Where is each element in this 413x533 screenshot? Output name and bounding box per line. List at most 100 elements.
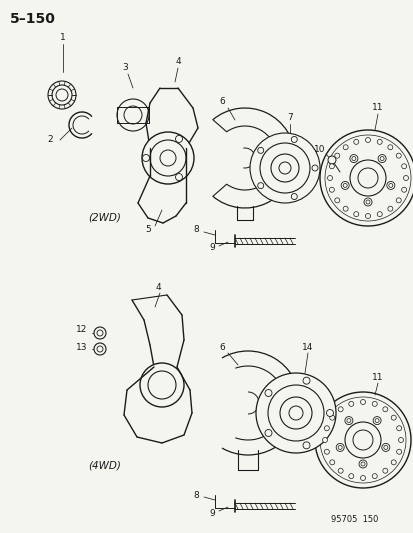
Circle shape xyxy=(342,206,347,211)
Circle shape xyxy=(396,449,401,454)
Text: (4WD): (4WD) xyxy=(88,460,121,470)
Text: 4: 4 xyxy=(155,282,160,292)
Circle shape xyxy=(348,401,353,406)
Circle shape xyxy=(390,460,395,465)
Circle shape xyxy=(291,136,297,142)
Circle shape xyxy=(175,174,182,181)
Circle shape xyxy=(97,330,103,336)
Circle shape xyxy=(326,409,333,416)
Circle shape xyxy=(175,135,182,142)
Text: 14: 14 xyxy=(301,343,313,351)
Circle shape xyxy=(372,417,380,425)
Circle shape xyxy=(344,422,380,458)
Circle shape xyxy=(374,418,378,423)
Text: 3: 3 xyxy=(122,63,128,72)
Circle shape xyxy=(349,160,385,196)
Text: 5: 5 xyxy=(145,225,150,235)
Circle shape xyxy=(381,443,389,451)
Circle shape xyxy=(376,139,381,144)
Circle shape xyxy=(52,85,72,105)
Circle shape xyxy=(386,181,394,189)
Text: 9: 9 xyxy=(209,244,214,253)
Circle shape xyxy=(311,165,317,171)
Circle shape xyxy=(257,183,263,189)
Circle shape xyxy=(337,469,342,473)
Text: 10: 10 xyxy=(313,146,325,155)
Circle shape xyxy=(344,417,352,425)
Text: 95705  150: 95705 150 xyxy=(330,515,378,524)
Circle shape xyxy=(257,147,263,154)
Circle shape xyxy=(335,443,343,451)
Circle shape xyxy=(398,438,403,442)
Circle shape xyxy=(322,438,327,442)
Circle shape xyxy=(342,183,347,188)
Circle shape xyxy=(365,200,369,204)
Circle shape xyxy=(360,475,365,481)
Circle shape xyxy=(159,150,176,166)
Circle shape xyxy=(348,474,353,479)
Circle shape xyxy=(327,175,332,181)
Circle shape xyxy=(363,198,371,206)
Circle shape xyxy=(314,392,410,488)
Text: 8: 8 xyxy=(192,225,198,235)
Circle shape xyxy=(360,400,365,405)
Circle shape xyxy=(334,153,339,158)
Circle shape xyxy=(323,426,329,431)
Text: 2: 2 xyxy=(47,135,53,144)
Circle shape xyxy=(403,175,408,181)
Circle shape xyxy=(319,130,413,226)
Circle shape xyxy=(97,346,103,352)
Text: 4: 4 xyxy=(175,58,180,67)
Circle shape xyxy=(387,206,392,211)
Circle shape xyxy=(371,401,376,406)
Circle shape xyxy=(395,153,400,158)
Text: 6: 6 xyxy=(218,98,224,107)
Circle shape xyxy=(342,145,347,150)
Circle shape xyxy=(358,460,366,468)
Circle shape xyxy=(390,415,395,420)
Circle shape xyxy=(353,139,358,144)
Text: 5–150: 5–150 xyxy=(10,12,56,26)
Circle shape xyxy=(327,156,335,164)
Circle shape xyxy=(255,373,335,453)
Circle shape xyxy=(351,157,355,160)
Circle shape xyxy=(329,415,334,420)
Circle shape xyxy=(401,187,406,192)
Circle shape xyxy=(324,135,410,221)
Circle shape xyxy=(353,212,358,216)
Text: 13: 13 xyxy=(76,343,88,351)
Text: 1: 1 xyxy=(60,34,66,43)
Circle shape xyxy=(329,187,334,192)
Circle shape xyxy=(329,164,334,169)
Circle shape xyxy=(94,343,106,355)
Circle shape xyxy=(124,106,142,124)
Circle shape xyxy=(377,155,385,163)
Circle shape xyxy=(401,164,406,169)
Circle shape xyxy=(319,397,405,483)
Circle shape xyxy=(150,140,185,176)
Circle shape xyxy=(337,407,342,412)
Circle shape xyxy=(365,138,370,142)
Circle shape xyxy=(278,162,290,174)
Circle shape xyxy=(329,460,334,465)
Circle shape xyxy=(267,385,323,441)
Circle shape xyxy=(264,390,271,397)
Circle shape xyxy=(383,446,387,449)
Circle shape xyxy=(396,426,401,431)
Circle shape xyxy=(371,474,376,479)
Circle shape xyxy=(349,155,357,163)
Circle shape xyxy=(360,462,364,466)
Circle shape xyxy=(340,181,348,189)
Text: 7: 7 xyxy=(287,114,292,123)
Circle shape xyxy=(259,143,309,193)
Circle shape xyxy=(140,363,183,407)
Text: 9: 9 xyxy=(209,508,214,518)
Circle shape xyxy=(147,371,176,399)
Circle shape xyxy=(337,446,342,449)
Circle shape xyxy=(302,442,309,449)
Text: 8: 8 xyxy=(192,490,198,499)
Circle shape xyxy=(382,407,387,412)
Text: (2WD): (2WD) xyxy=(88,213,121,223)
Circle shape xyxy=(264,430,271,437)
Circle shape xyxy=(395,198,400,203)
